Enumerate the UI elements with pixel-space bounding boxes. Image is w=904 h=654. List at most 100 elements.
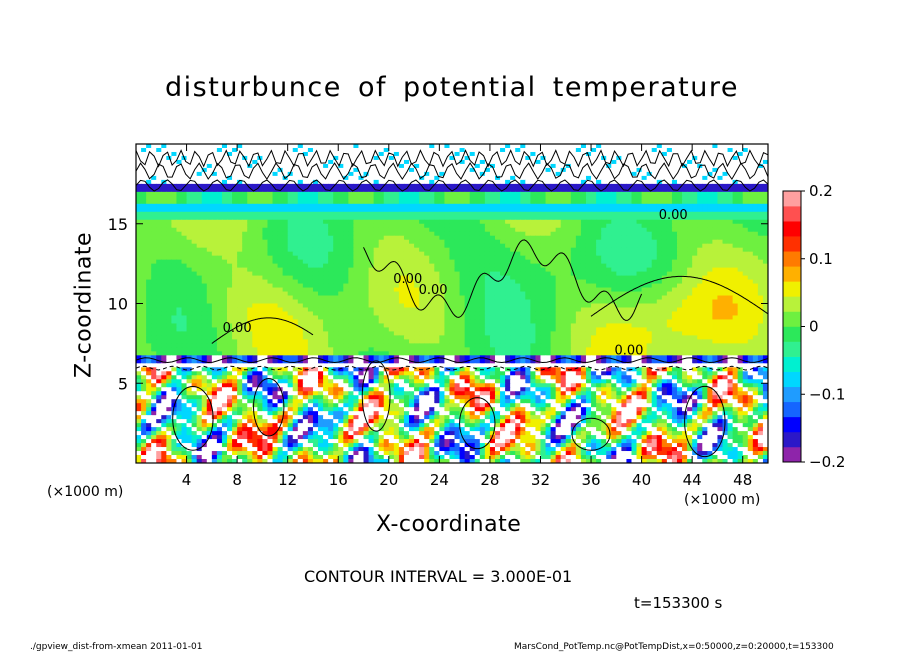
heatmap-cell <box>580 179 587 185</box>
heatmap-cell <box>196 151 203 157</box>
heatmap-cell <box>419 283 425 289</box>
heatmap-cell <box>439 295 446 301</box>
heatmap-cell <box>221 203 228 209</box>
heatmap-cell <box>378 295 385 301</box>
heatmap-cell <box>494 183 501 189</box>
heatmap-cell <box>489 295 496 301</box>
heatmap-cell <box>702 267 708 273</box>
heatmap-cell <box>272 199 279 205</box>
heatmap-cell <box>136 275 142 281</box>
heatmap-cell <box>464 191 471 197</box>
heatmap-cell <box>626 255 633 261</box>
heatmap-cell <box>181 255 188 261</box>
heatmap-cell <box>373 223 380 229</box>
heatmap-cell <box>555 163 562 169</box>
heatmap-cell <box>262 227 269 233</box>
heatmap-cell <box>682 255 688 261</box>
heatmap-cell <box>505 291 511 297</box>
heatmap-cell <box>353 279 360 285</box>
heatmap-cell <box>221 144 228 149</box>
heatmap-cell <box>692 299 698 305</box>
heatmap-cell <box>146 267 152 273</box>
heatmap-cell <box>742 251 749 257</box>
heatmap-cell <box>373 144 380 149</box>
heatmap-cell <box>257 144 263 149</box>
heatmap-cell <box>348 279 355 285</box>
heatmap-cell <box>211 223 218 229</box>
heatmap-cell <box>454 247 461 253</box>
heatmap-cell <box>585 227 592 233</box>
heatmap-cell <box>702 251 708 257</box>
heatmap-cell <box>191 231 198 237</box>
heatmap-cell <box>570 147 577 153</box>
heatmap-cell <box>540 155 547 161</box>
heatmap-cell <box>454 183 461 189</box>
heatmap-cell <box>515 287 521 293</box>
heatmap-cell <box>692 151 698 157</box>
heatmap-cell <box>601 211 607 217</box>
heatmap-cell <box>757 215 764 221</box>
heatmap-cell <box>302 175 309 181</box>
heatmap-cell <box>287 211 294 217</box>
heatmap-cell <box>252 195 258 201</box>
heatmap-cell <box>211 275 218 281</box>
heatmap-cell <box>540 191 547 197</box>
heatmap-cell <box>262 283 269 289</box>
heatmap-cell <box>282 255 289 261</box>
heatmap-cell <box>631 179 638 185</box>
heatmap-cell <box>641 231 648 237</box>
heatmap-cell <box>717 159 724 165</box>
heatmap-cell <box>601 227 607 233</box>
heatmap-cell <box>606 155 612 161</box>
heatmap-cell <box>626 239 633 245</box>
heatmap-cell <box>474 231 481 237</box>
heatmap-cell <box>191 187 198 193</box>
heatmap-cell <box>368 195 375 201</box>
heatmap-cell <box>621 207 628 213</box>
heatmap-cell <box>353 175 360 181</box>
heatmap-cell <box>676 271 683 277</box>
heatmap-cell <box>227 271 233 277</box>
heatmap-cell <box>596 159 602 165</box>
heatmap-cell <box>409 235 415 241</box>
heatmap-cell <box>141 283 147 289</box>
heatmap-cell <box>671 215 678 221</box>
heatmap-cell <box>570 191 577 197</box>
heatmap-cell <box>560 279 567 285</box>
heatmap-cell <box>363 275 370 281</box>
heatmap-cell <box>388 275 395 281</box>
heatmap-cell <box>277 251 284 257</box>
heatmap-cell <box>277 199 284 205</box>
heatmap-cell <box>358 279 365 285</box>
heatmap-cell <box>631 203 638 209</box>
heatmap-cell <box>353 207 360 213</box>
heatmap-cell <box>242 267 248 273</box>
heatmap-cell <box>727 295 734 301</box>
heatmap-cell <box>403 159 410 165</box>
heatmap-cell <box>722 147 729 153</box>
heatmap-cell <box>151 175 157 181</box>
heatmap-cell <box>419 211 425 217</box>
heatmap-cell <box>631 247 638 253</box>
heatmap-cell <box>277 299 284 305</box>
heatmap-cell <box>186 299 193 305</box>
heatmap-cell <box>186 295 193 301</box>
heatmap-cell <box>494 191 501 197</box>
heatmap-cell <box>671 235 678 241</box>
heatmap-cell <box>565 207 572 213</box>
heatmap-cell <box>459 163 466 169</box>
heatmap-cell <box>702 259 708 265</box>
heatmap-cell <box>196 255 203 261</box>
heatmap-cell <box>282 251 289 257</box>
heatmap-cell <box>656 291 663 297</box>
heatmap-cell <box>474 291 481 297</box>
heatmap-cell <box>540 247 547 253</box>
heatmap-cell <box>671 171 678 177</box>
heatmap-cell <box>747 263 754 269</box>
heatmap-cell <box>757 287 764 293</box>
heatmap-cell <box>171 271 178 277</box>
heatmap-cell <box>520 267 526 273</box>
heatmap-cell <box>227 183 233 189</box>
heatmap-cell <box>697 227 703 233</box>
heatmap-cell <box>712 287 719 293</box>
